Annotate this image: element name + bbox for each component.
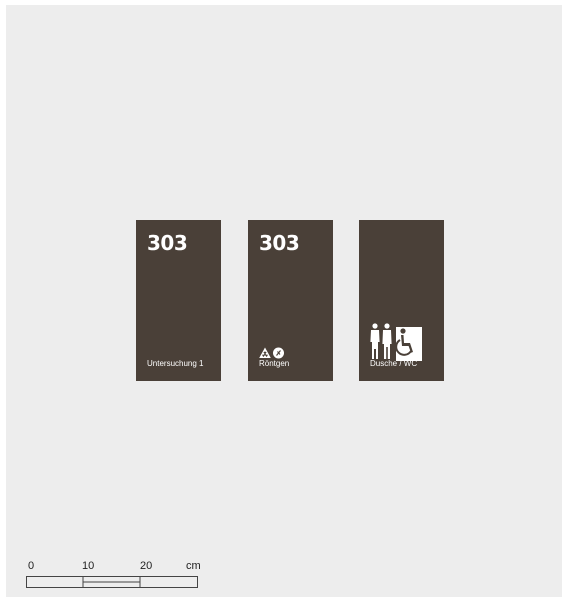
room-label: Untersuchung 1 <box>147 359 204 368</box>
scale-bar: 0 10 20 cm <box>26 560 226 594</box>
room-label: Dusche / WC <box>370 359 418 368</box>
scale-tick-10: 10 <box>82 560 95 572</box>
scale-graphic <box>26 576 198 588</box>
radiation-warning-icon <box>259 347 271 358</box>
door-sign-untersuchung: 303 Untersuchung 1 <box>136 220 221 381</box>
room-label: Röntgen <box>259 359 290 368</box>
man-icon <box>382 323 392 359</box>
door-sign-roentgen: 303 Röntgen <box>248 220 333 381</box>
door-sign-dusche-wc: Dusche / WC <box>359 220 444 381</box>
wheelchair-icon <box>395 327 422 361</box>
woman-icon <box>370 323 380 359</box>
warning-icons <box>259 346 289 364</box>
no-pacemaker-icon <box>273 347 284 359</box>
scale-tick-0: 0 <box>28 560 35 572</box>
scale-unit: cm <box>186 560 201 572</box>
scale-tick-20: 20 <box>140 560 153 572</box>
room-number: 303 <box>259 231 300 255</box>
restroom-icons <box>370 323 422 366</box>
room-number: 303 <box>147 231 188 255</box>
